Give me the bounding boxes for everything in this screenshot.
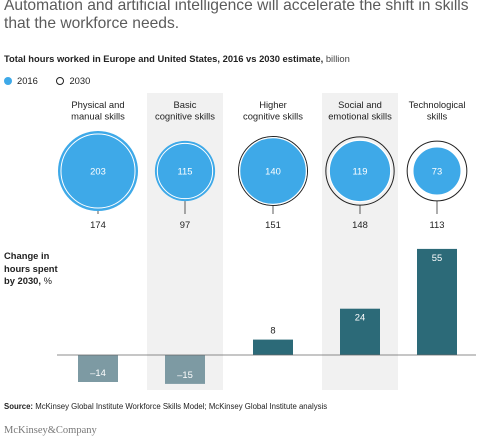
- category-label: Basic: [174, 99, 197, 110]
- change-bar: [340, 308, 380, 355]
- category-label: cognitive skills: [243, 111, 303, 122]
- category-label: manual skills: [71, 111, 125, 122]
- circle-gap: [412, 146, 462, 196]
- value-2030-label: 151: [265, 219, 281, 230]
- legend: 2016 2030: [4, 75, 106, 86]
- legend-item-2030: 2030: [56, 75, 90, 86]
- source-label: Source:: [4, 402, 34, 411]
- category-label: skills: [427, 111, 448, 122]
- legend-item-2016: 2016: [4, 75, 38, 86]
- value-2016-label: 115: [178, 166, 193, 177]
- category-label: Social and: [338, 99, 382, 110]
- value-2016-label: 119: [353, 166, 368, 177]
- change-bar-label: –14: [90, 367, 106, 378]
- circle-2016: [239, 137, 307, 205]
- circle-2016: [154, 140, 216, 202]
- category-label: Technological: [409, 99, 466, 110]
- ylabel-line-2: hours spent: [4, 262, 58, 274]
- subtitle-unit: billion: [325, 53, 350, 64]
- change-bar: [253, 339, 293, 355]
- value-2030-label: 174: [90, 219, 106, 230]
- value-2016-label: 73: [432, 166, 442, 177]
- value-2030-label: 148: [352, 219, 368, 230]
- circle-2030: [60, 133, 136, 209]
- filled-circle-icon: [4, 77, 12, 85]
- change-bar-label: 55: [432, 252, 442, 263]
- circle-gap: [328, 139, 392, 203]
- circle-2030: [325, 136, 395, 206]
- circle-2030: [406, 140, 468, 202]
- value-2016-label: 140: [265, 166, 281, 177]
- ylabel-unit: %: [43, 275, 52, 286]
- change-bar-label: 24: [355, 312, 365, 323]
- headline: Automation and artificial intelligence w…: [4, 0, 469, 32]
- subtitle-text: Total hours worked in Europe and United …: [4, 53, 324, 64]
- circle-gap: [239, 137, 307, 205]
- value-2030-label: 97: [180, 219, 190, 230]
- chart-subtitle: Total hours worked in Europe and United …: [4, 53, 350, 64]
- source-note: Source: McKinsey Global Institute Workfo…: [4, 402, 327, 411]
- value-2016-label: 203: [90, 166, 106, 177]
- legend-label-2016: 2016: [17, 75, 38, 86]
- circle-2016: [58, 131, 138, 211]
- category-label: cognitive skills: [155, 111, 215, 122]
- hollow-circle-icon: [56, 77, 65, 85]
- change-bar-label: –15: [177, 369, 193, 380]
- ylabel-line-3: by 2030,: [4, 275, 42, 286]
- brand-logo: McKinsey&Company: [4, 425, 97, 436]
- change-bar-label: 8: [270, 325, 275, 336]
- category-label: Higher: [259, 99, 287, 110]
- category-label: Physical and: [71, 99, 124, 110]
- category-label: emotional skills: [328, 111, 392, 122]
- value-2030-label: 113: [430, 219, 445, 230]
- circle-2016: [413, 147, 461, 195]
- legend-label-2030: 2030: [69, 75, 91, 86]
- source-text: McKinsey Global Institute Workforce Skil…: [35, 402, 328, 411]
- change-bar: [78, 355, 118, 382]
- change-bar: [417, 248, 457, 355]
- ylabel-line-1: Change in: [4, 250, 50, 261]
- column-shade: [147, 93, 223, 390]
- change-bar: [165, 355, 205, 384]
- circle-2016: [329, 140, 391, 202]
- change-axis-label: Change in hours spent by 2030, %: [4, 250, 58, 288]
- circle-2030: [156, 142, 214, 200]
